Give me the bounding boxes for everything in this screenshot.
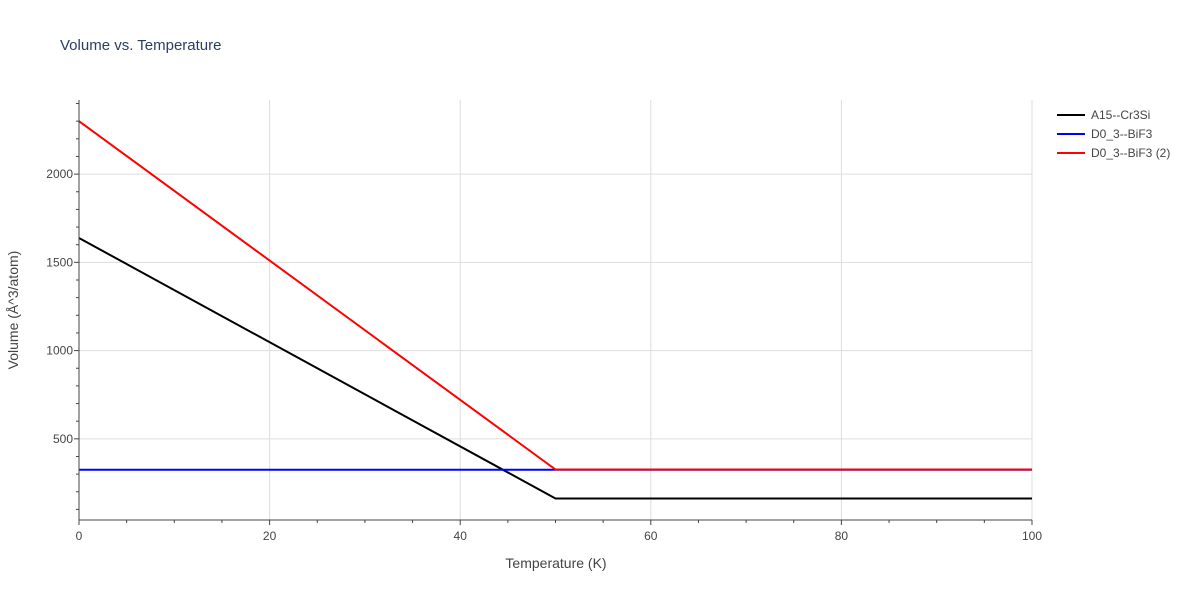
legend-item-3[interactable]: D0_3--BiF3 (2) <box>1057 146 1170 160</box>
series-lines <box>78 120 1032 500</box>
legend-label: D0_3--BiF3 <box>1091 127 1153 141</box>
x-tick-label: 20 <box>263 529 277 543</box>
x-tick-label: 0 <box>76 529 83 543</box>
y-tick-label: 2000 <box>46 167 73 181</box>
y-tick-label: 1000 <box>46 344 73 358</box>
x-tick-label: 40 <box>454 529 468 543</box>
chart-title: Volume vs. Temperature <box>60 37 221 54</box>
legend-item-2[interactable]: D0_3--BiF3 <box>1057 127 1153 141</box>
series-line-3 <box>78 120 1032 471</box>
x-axis-title: Temperature (K) <box>505 555 606 571</box>
y-tick-label: 500 <box>53 432 73 446</box>
x-tick-label: 100 <box>1022 529 1042 543</box>
series-line-1 <box>78 237 1032 500</box>
grid <box>79 100 1033 520</box>
legend-label: D0_3--BiF3 (2) <box>1091 146 1170 160</box>
legend[interactable]: A15--Cr3Si D0_3--BiF3 D0_3--BiF3 (2) <box>1057 108 1170 160</box>
axes: 0 20 40 60 80 100 500 1000 1500 2000 <box>46 100 1042 543</box>
y-tick-label: 1500 <box>46 255 73 269</box>
y-axis-title: Volume (Å^3/atom) <box>5 251 21 370</box>
x-tick-label: 60 <box>644 529 658 543</box>
legend-item-1[interactable]: A15--Cr3Si <box>1057 108 1150 122</box>
x-tick-label: 80 <box>835 529 849 543</box>
legend-label: A15--Cr3Si <box>1091 108 1150 122</box>
